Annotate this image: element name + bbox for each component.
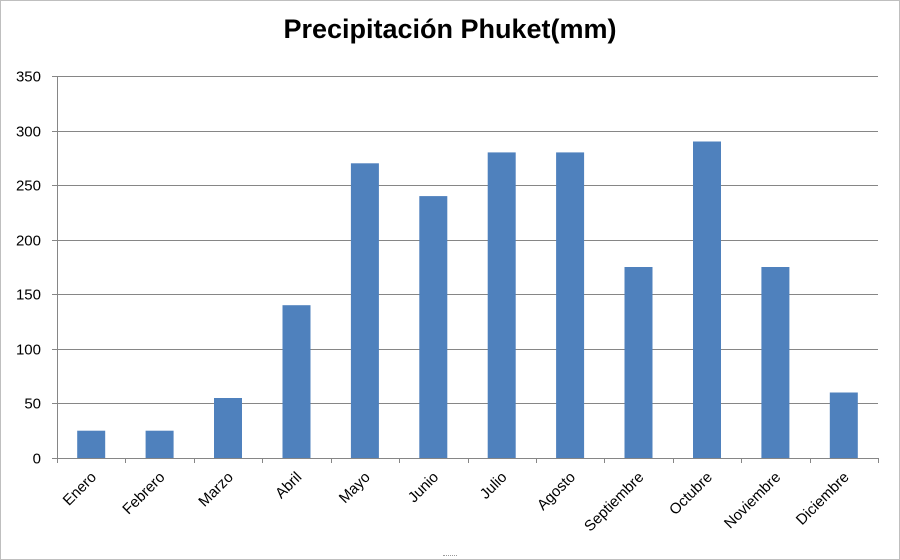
bar-diciembre <box>829 392 858 458</box>
gridlines <box>57 76 878 404</box>
bar-septiembre <box>624 267 653 458</box>
bar-junio <box>419 196 448 458</box>
bar-octubre <box>693 141 721 458</box>
x-tick-label: Enero <box>60 469 100 509</box>
y-tick-label: 350 <box>16 69 41 86</box>
x-tick-label: Octubre <box>666 469 716 519</box>
x-tick-label: Abril <box>272 469 305 502</box>
x-tick-label: Noviembre <box>721 469 784 532</box>
x-tick-label: Agosto <box>534 469 579 514</box>
y-tick-label: 250 <box>16 178 41 195</box>
bar-febrero <box>145 430 174 458</box>
axes <box>52 76 879 463</box>
chart-title: Precipitación Phuket(mm) <box>283 14 617 44</box>
bar-noviembre <box>761 267 790 458</box>
bar-abril <box>282 305 311 458</box>
x-axis-tick-labels: Enero Febrero Marzo Abril Mayo Junio Julio Agos… <box>60 469 853 535</box>
x-tick-label: Diciembre <box>793 469 853 529</box>
x-tick-label: Julio <box>477 469 511 503</box>
x-tick-label: Septiembre <box>581 469 647 535</box>
y-tick-label: 150 <box>16 287 41 304</box>
bars <box>77 141 858 459</box>
x-tick-label: Febrero <box>119 469 168 518</box>
x-tick-label: Junio <box>405 469 442 506</box>
y-tick-label: 200 <box>16 233 41 250</box>
y-tick-label: 100 <box>16 342 41 359</box>
bar-enero <box>77 430 106 458</box>
y-tick-label: 50 <box>24 396 41 413</box>
bar-marzo <box>214 398 242 458</box>
x-tick-label: Marzo <box>195 469 236 510</box>
x-tick-label: Mayo <box>336 469 374 507</box>
resize-grip[interactable] <box>443 555 457 559</box>
bar-julio <box>487 152 516 458</box>
y-tick-label: 300 <box>16 124 41 141</box>
y-axis-tick-labels: 0 50 100 150 200 250 300 350 <box>16 69 41 468</box>
bar-mayo <box>350 163 379 459</box>
y-tick-label: 0 <box>33 451 41 468</box>
bar-agosto <box>556 152 585 458</box>
